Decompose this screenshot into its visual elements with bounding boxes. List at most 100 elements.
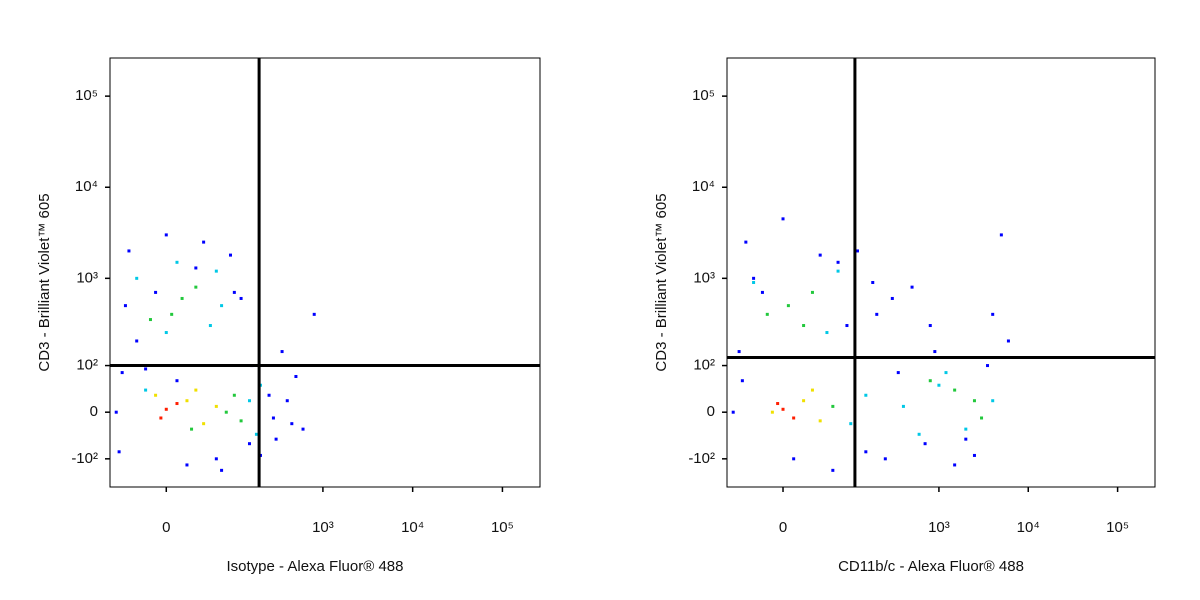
event-dot [980, 416, 984, 420]
event-dot [737, 350, 741, 354]
event-dot [267, 393, 271, 397]
event-dot [154, 393, 158, 397]
event-dot [999, 233, 1003, 237]
event-dot [214, 457, 218, 461]
event-dot [185, 463, 189, 467]
y-tick-label: 10⁵ [75, 87, 98, 104]
event-dot [776, 402, 780, 406]
event-dot [127, 249, 131, 253]
event-dot [802, 324, 806, 328]
event-dot [239, 296, 243, 300]
event-dot [972, 399, 976, 403]
y-tick-label: 10² [76, 357, 98, 374]
event-dot [810, 290, 814, 294]
event-dot [148, 318, 152, 322]
event-dot [964, 437, 968, 441]
event-dot [953, 388, 957, 392]
event-dot [175, 379, 179, 383]
event-dot [991, 399, 995, 403]
event-dot [825, 331, 829, 335]
event-dot [792, 416, 796, 420]
event-dot [254, 432, 258, 436]
y-tick-label: 0 [707, 403, 715, 420]
event-dot [202, 422, 206, 426]
event-dot [285, 399, 289, 403]
y-tick-label: -10² [71, 450, 98, 467]
event-dot [831, 404, 835, 408]
plot-frame [109, 57, 541, 488]
event-dot [202, 240, 206, 244]
event-dot [301, 427, 305, 431]
event-dot [135, 339, 139, 343]
event-dot [964, 427, 968, 431]
event-dot [232, 290, 236, 294]
y-tick-label: 10⁵ [692, 87, 715, 104]
event-dot [752, 276, 756, 280]
event-dot [194, 388, 198, 392]
event-dot [871, 280, 875, 284]
event-dot [208, 324, 212, 328]
event-dot [220, 468, 224, 472]
event-dot [770, 410, 774, 414]
event-dot [740, 379, 744, 383]
event-dot [883, 457, 887, 461]
event-dot [274, 437, 278, 441]
event-dot [228, 253, 232, 257]
event-dot [786, 304, 790, 308]
x-tick-label: 10³ [928, 519, 950, 536]
event-dot [890, 296, 894, 300]
event-dot [765, 312, 769, 316]
event-dot [194, 266, 198, 270]
event-dot [928, 379, 932, 383]
event-dot [175, 260, 179, 264]
event-dot [953, 463, 957, 467]
event-dot [972, 453, 976, 457]
event-dot [731, 410, 735, 414]
event-dot [923, 442, 927, 446]
event-dot [744, 240, 748, 244]
event-dot [123, 304, 127, 308]
event-dot [135, 276, 139, 280]
x-tick-label: 10³ [312, 519, 334, 536]
event-dot [312, 312, 316, 316]
x-tick-label: 10⁴ [1017, 519, 1040, 536]
event-dot [864, 393, 868, 397]
event-dot [818, 253, 822, 257]
event-dot [760, 290, 764, 294]
event-dot [120, 371, 124, 375]
event-dot [836, 260, 840, 264]
event-dot [214, 269, 218, 273]
event-dot [159, 416, 163, 420]
y-tick-label: -10² [688, 450, 715, 467]
y-tick-label: 10⁴ [75, 178, 98, 195]
event-dot [280, 350, 284, 354]
event-dot [239, 419, 243, 423]
plot-frame [726, 57, 1156, 488]
event-dot [290, 422, 294, 426]
event-dot [928, 324, 932, 328]
event-dot [1006, 339, 1010, 343]
event-dot [818, 419, 822, 423]
event-dot [845, 324, 849, 328]
y-tick-label: 10² [693, 357, 715, 374]
event-dot [170, 312, 174, 316]
event-dot [185, 399, 189, 403]
event-dot [831, 468, 835, 472]
event-dot [937, 383, 941, 387]
event-dot [752, 280, 756, 284]
y-axis-label: CD3 - Brilliant Violet™ 605 [653, 193, 670, 371]
event-dot [802, 399, 806, 403]
event-dot [144, 367, 148, 371]
event-dot [214, 404, 218, 408]
event-dot [896, 371, 900, 375]
y-tick-label: 0 [90, 403, 98, 420]
event-dot [194, 285, 198, 289]
event-dot [180, 296, 184, 300]
event-dot [836, 269, 840, 273]
event-dot [190, 427, 194, 431]
event-dot [855, 249, 859, 253]
event-dot [220, 304, 224, 308]
event-dot [247, 399, 251, 403]
event-dot [849, 422, 853, 426]
